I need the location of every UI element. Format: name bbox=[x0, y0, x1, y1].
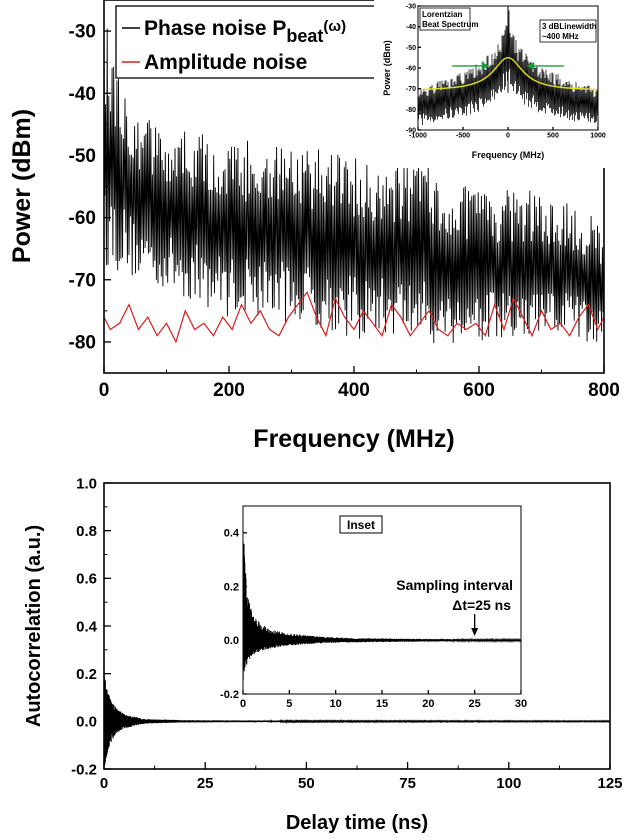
top-x-axis-title: Frequency (MHz) bbox=[253, 425, 454, 453]
inset-lorentzian-fit bbox=[418, 57, 598, 91]
bottom-y-axis-title: Autocorrelation (a.u.) bbox=[23, 525, 45, 727]
top-legend: Phase noise Pbeat(ω) Amplitude noise bbox=[115, 5, 389, 79]
top-inset-x-title: Frequency (MHz) bbox=[472, 150, 545, 160]
top-inset-y-title: Power (dBm) bbox=[382, 40, 392, 96]
top-inset: -1000 -500 0 500 1000 -30 -40 -50 -60 -70 -80 -90 F… bbox=[374, 0, 624, 168]
top-inset-x-tick-label: 1000 bbox=[590, 133, 606, 140]
top-inset-y-tick-label: -50 bbox=[406, 45, 416, 52]
top-y-tick-label: -80 bbox=[69, 333, 96, 354]
bottom-x-tick-label: 75 bbox=[399, 775, 416, 792]
top-inset-ticks: -1000 -500 0 500 1000 -30 -40 -50 -60 -70 -80 -90 bbox=[406, 3, 606, 139]
bottom-y-tick-label: 0.6 bbox=[76, 571, 97, 588]
series-amplitude-noise-line bbox=[104, 290, 604, 344]
bottom-inset-x-tick-label: 25 bbox=[469, 698, 481, 710]
bottom-x-tick-label: 25 bbox=[197, 775, 214, 792]
bottom-x-axis-title: Delay time (ns) bbox=[286, 812, 428, 834]
legend-box bbox=[115, 5, 389, 79]
top-y-tick-label: -60 bbox=[69, 208, 96, 229]
top-inset-x-tick-label: 500 bbox=[547, 133, 559, 140]
bottom-inset-x-tick-label: 0 bbox=[240, 698, 246, 710]
bottom-inset-title: Inset bbox=[347, 518, 375, 532]
top-y-tick-label: -70 bbox=[69, 270, 96, 291]
bottom-x-tick-label: 100 bbox=[496, 775, 521, 792]
top-x-tick-label: 200 bbox=[213, 380, 245, 401]
top-x-tick-label: 600 bbox=[463, 380, 495, 401]
top-inset-y-tick-label: -80 bbox=[406, 107, 416, 114]
top-inset-x-tick-label: -1000 bbox=[409, 133, 427, 140]
bottom-inset-y-tick-label: 0.0 bbox=[224, 635, 239, 647]
top-inset-x-tick-label: 0 bbox=[506, 133, 510, 140]
bottom-inset-annotation-1: Sampling interval bbox=[396, 577, 513, 593]
bottom-inset-y-tick-label: 0.4 bbox=[224, 528, 240, 540]
top-y-axis-title: Power (dBm) bbox=[8, 109, 36, 263]
bottom-inset-traces bbox=[243, 528, 521, 680]
bottom-x-tick-label: 50 bbox=[298, 775, 315, 792]
top-x-tick-label: 800 bbox=[588, 380, 620, 401]
bottom-x-tick-label: 0 bbox=[100, 775, 108, 792]
series-phase-noise-line bbox=[104, 27, 604, 344]
legend-label-phase-noise: Phase noise Pbeat(ω) bbox=[144, 17, 346, 46]
bottom-x-tick-label: 125 bbox=[597, 775, 622, 792]
bottom-y-tick-label: 0.8 bbox=[76, 523, 97, 540]
top-y-tick-label: -50 bbox=[69, 146, 96, 167]
top-inset-annotation-left-2: Beat Spectrum bbox=[422, 20, 478, 29]
top-inset-annotation-left-1: Lorentzian bbox=[422, 10, 463, 19]
bottom-y-tick-label: -0.2 bbox=[71, 761, 97, 778]
top-inset-x-tick-label: -500 bbox=[456, 133, 470, 140]
series-autocorrelation-line bbox=[104, 675, 610, 765]
bottom-inset-annotation-2: Δt=25 ns bbox=[452, 597, 511, 613]
top-inset-y-tick-label: -70 bbox=[406, 86, 416, 93]
top-chart-ticks: 0 200 400 600 800 -30 -40 -50 -60 -70 -80 bbox=[69, 22, 620, 401]
top-y-tick-label: -30 bbox=[69, 22, 96, 43]
top-inset-y-tick-label: -60 bbox=[406, 65, 416, 72]
top-inset-annotation-right-1: 3 dBLinewidth bbox=[542, 22, 597, 31]
bottom-inset-y-tick-label: 0.2 bbox=[224, 581, 239, 593]
top-inset-annotation-right-2: ~400 MHz bbox=[542, 32, 579, 41]
top-x-tick-label: 400 bbox=[338, 380, 370, 401]
top-y-tick-label: -40 bbox=[69, 84, 96, 105]
top-inset-y-tick-label: -40 bbox=[406, 24, 416, 31]
top-inset-y-tick-label: -90 bbox=[406, 127, 416, 134]
top-inset-annotation-left-box bbox=[419, 7, 471, 31]
top-inset-y-tick-label: -30 bbox=[406, 3, 416, 10]
bottom-inset-title-box bbox=[339, 515, 383, 534]
top-inset-annotation-right-box bbox=[539, 19, 597, 43]
bottom-inset: 0 5 10 15 20 25 30 0.4 0.2 0.0 -0.2 Inset Sampling… bbox=[220, 505, 527, 710]
top-x-tick-label: 0 bbox=[99, 380, 110, 401]
top-chart: 0 200 400 600 800 -30 -40 -50 -60 -70 -80 Frequenc… bbox=[8, 0, 624, 453]
inset-autocorrelation-line bbox=[243, 528, 521, 680]
sampling-arrow-head bbox=[471, 628, 479, 636]
bottom-y-tick-label: 1.0 bbox=[76, 475, 97, 492]
top-inset-traces bbox=[418, 6, 598, 126]
sampling-interval-arrow bbox=[471, 614, 479, 636]
legend-label-amplitude-noise: Amplitude noise bbox=[144, 51, 307, 74]
bottom-y-tick-label: 0.4 bbox=[76, 618, 98, 635]
top-chart-traces bbox=[104, 27, 604, 344]
bottom-inset-x-tick-label: 15 bbox=[376, 698, 388, 710]
bottom-y-tick-label: 0.0 bbox=[76, 714, 97, 731]
bottom-inset-x-tick-label: 20 bbox=[422, 698, 434, 710]
bottom-y-tick-label: 0.2 bbox=[76, 666, 97, 683]
bottom-inset-y-tick-label: -0.2 bbox=[220, 689, 239, 701]
bottom-inset-x-tick-label: 5 bbox=[286, 698, 292, 710]
bottom-inset-x-tick-label: 10 bbox=[330, 698, 342, 710]
bottom-inset-ticks: 0 5 10 15 20 25 30 0.4 0.2 0.0 -0.2 bbox=[220, 528, 527, 710]
bottom-chart-traces bbox=[104, 675, 610, 765]
bottom-inset-x-tick-label: 30 bbox=[515, 698, 527, 710]
